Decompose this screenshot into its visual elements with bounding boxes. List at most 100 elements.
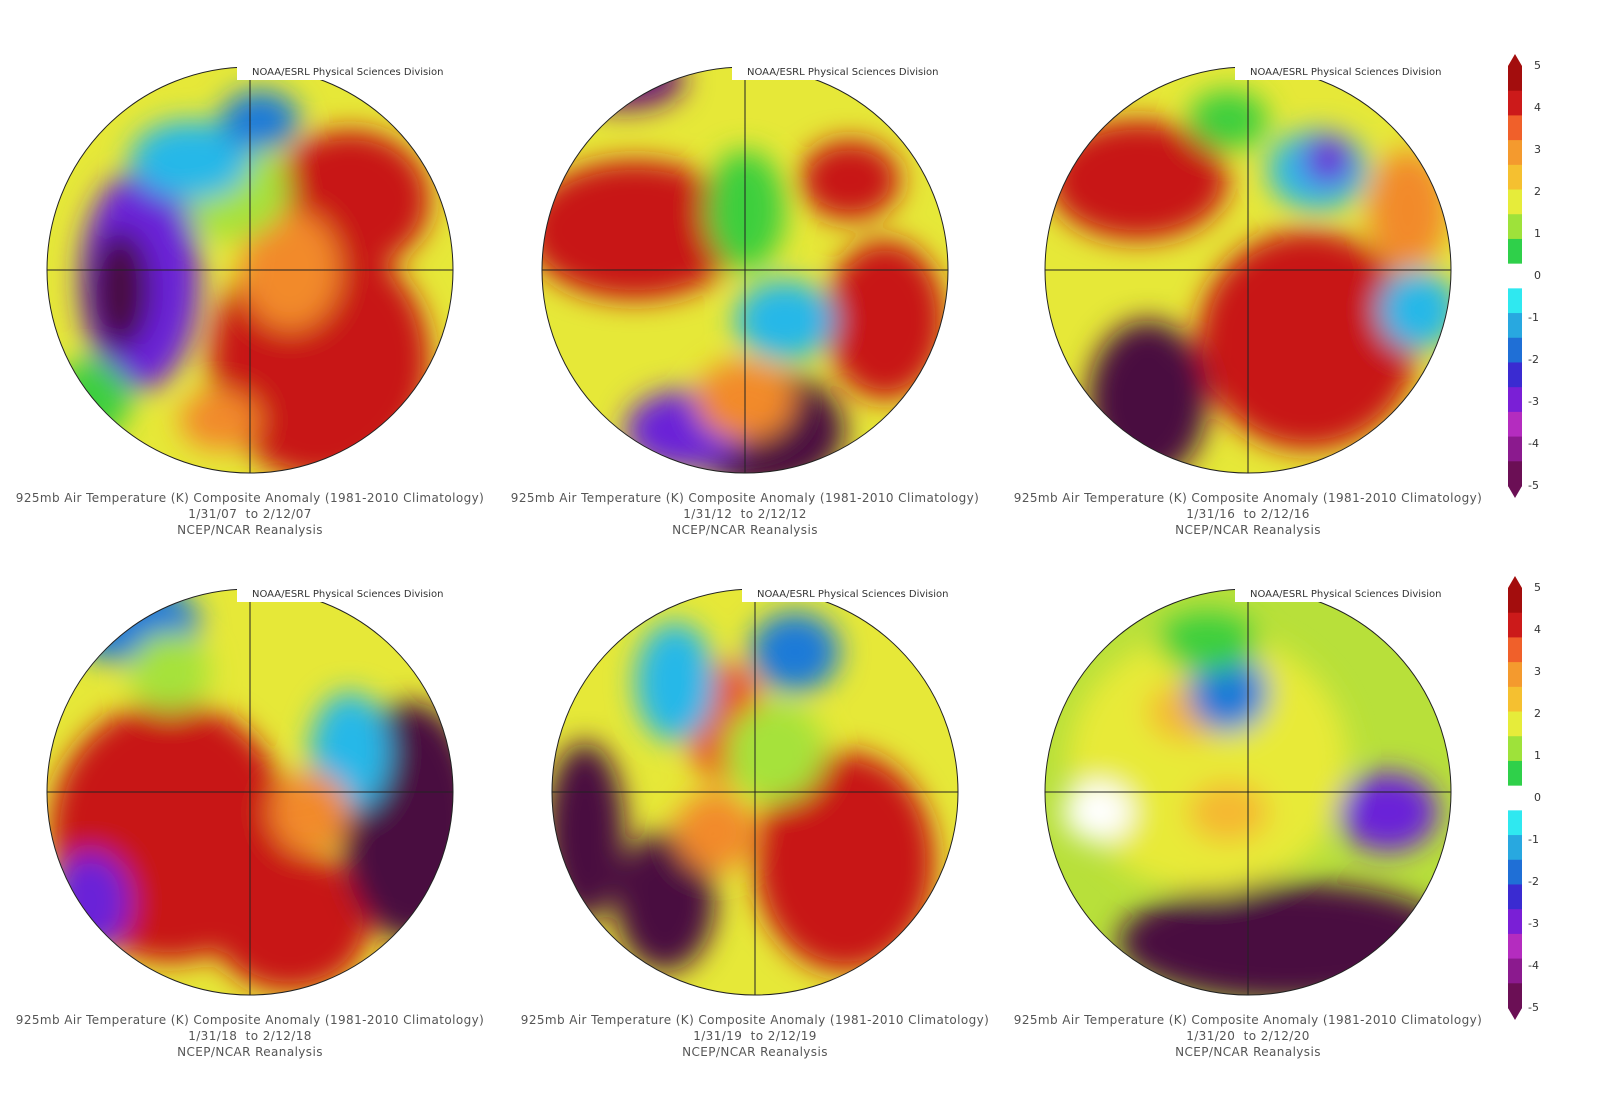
colorbar-tick-label: 2 (1534, 707, 1541, 720)
colorbar-swatch (1508, 189, 1522, 215)
colorbar-swatch (1508, 288, 1522, 314)
anomaly-region (90, 230, 150, 350)
anomaly-region (1188, 90, 1268, 150)
colorbar-swatch (1508, 711, 1522, 737)
colorbar-max-arrow (1508, 576, 1522, 588)
caption-dates: 1/31/16 to 2/12/16 (1186, 507, 1310, 521)
colorbar-swatch (1508, 736, 1522, 762)
anomaly-region (1378, 270, 1451, 350)
anomaly-region (552, 742, 625, 922)
anomaly-region (1188, 782, 1268, 842)
anomaly-region (180, 390, 260, 450)
map-panel-4: NOAA/ESRL Physical Sciences Division 925m… (0, 582, 500, 1102)
colorbar-tick-label: 2 (1534, 185, 1541, 198)
polar-anomaly-map (541, 60, 957, 474)
caption-title: 925mb Air Temperature (K) Composite Anom… (510, 491, 980, 505)
colorbar-swatch (1508, 588, 1522, 614)
colorbar-tick-label: -4 (1528, 437, 1539, 450)
colorbar-swatch (1508, 90, 1522, 116)
colorbar-bottom: 5 4 3 2 1 0 -1 -2 -3 -4 -5 (1500, 572, 1560, 1032)
colorbar-swatch (1508, 387, 1522, 413)
credit-text: NOAA/ESRL Physical Sciences Division (1250, 67, 1442, 78)
colorbar-swatch (1508, 760, 1522, 787)
colorbar-swatch (1508, 835, 1522, 861)
colorbar-tick-label: 3 (1534, 665, 1541, 678)
anomaly-region (220, 90, 300, 150)
polar-anomaly-map (46, 60, 462, 474)
credit-box (237, 582, 462, 602)
caption-source: NCEP/NCAR Reanalysis (1175, 523, 1321, 537)
map-caption: 925mb Air Temperature (K) Composite Anom… (495, 490, 995, 538)
anomaly-region (130, 632, 210, 712)
credit-text: NOAA/ESRL Physical Sciences Division (747, 67, 939, 78)
colorbar-swatch (1508, 263, 1522, 289)
anomaly-region (1048, 120, 1228, 240)
anomaly-region (270, 772, 350, 852)
caption-title: 925mb Air Temperature (K) Composite Anom… (1013, 491, 1483, 505)
anomaly-region (50, 360, 130, 440)
caption-dates: 1/31/20 to 2/12/20 (1186, 1029, 1310, 1043)
colorbar-tick-label: -3 (1528, 395, 1539, 408)
anomaly-region (735, 280, 835, 360)
colorbar-swatch (1508, 115, 1522, 141)
colorbar-tick-label: -1 (1528, 311, 1539, 324)
credit-box (742, 582, 967, 602)
map-caption: 925mb Air Temperature (K) Composite Anom… (998, 1012, 1498, 1060)
colorbar-swatch (1508, 983, 1522, 1009)
colorbar-swatch (1508, 436, 1522, 462)
map-caption: 925mb Air Temperature (K) Composite Anom… (505, 1012, 1005, 1060)
map-panel-5: NOAA/ESRL Physical Sciences Division 925m… (505, 582, 1005, 1102)
colorbar-top: 5 4 3 2 1 0 -1 -2 -3 -4 -5 (1500, 50, 1560, 510)
polar-anomaly-map (551, 582, 967, 996)
colorbar-swatch (1508, 66, 1522, 92)
colorbar-tick-label: 5 (1534, 581, 1541, 594)
credit-text: NOAA/ESRL Physical Sciences Division (252, 589, 444, 600)
colorbar-swatch (1508, 909, 1522, 935)
anomaly-region (50, 852, 130, 952)
colorbar-tick-label: -4 (1528, 959, 1539, 972)
colorbar-tick-label: -5 (1528, 479, 1539, 492)
colorbar-swatch (1508, 884, 1522, 910)
anomaly-region (750, 612, 840, 692)
colorbar-swatch (1508, 337, 1522, 363)
anomaly-region (1198, 230, 1418, 450)
caption-dates: 1/31/19 to 2/12/19 (693, 1029, 817, 1043)
caption-dates: 1/31/07 to 2/12/07 (188, 507, 312, 521)
map-panel-2: NOAA/ESRL Physical Sciences Division 925m… (495, 60, 995, 580)
colorbar-swatch (1508, 140, 1522, 166)
colorbar-swatch (1508, 362, 1522, 388)
anomaly-region (615, 832, 715, 972)
colorbar-tick-label: 4 (1534, 623, 1541, 636)
colorbar-swatch (1508, 164, 1522, 191)
map-caption: 925mb Air Temperature (K) Composite Anom… (998, 490, 1498, 538)
colorbar-swatch (1508, 313, 1522, 339)
caption-title: 925mb Air Temperature (K) Composite Anom… (15, 491, 485, 505)
anomaly-region (130, 120, 250, 200)
colorbar-swatch (1508, 461, 1522, 487)
caption-source: NCEP/NCAR Reanalysis (177, 523, 323, 537)
colorbar-tick-label: -3 (1528, 917, 1539, 930)
colorbar-min-arrow (1508, 1008, 1522, 1020)
colorbar-swatch (1508, 686, 1522, 713)
credit-box (237, 60, 462, 80)
credit-text: NOAA/ESRL Physical Sciences Division (757, 589, 949, 600)
colorbar-swatch (1508, 859, 1522, 885)
credit-box (1235, 60, 1460, 80)
anomaly-region (1368, 150, 1448, 270)
caption-title: 925mb Air Temperature (K) Composite Anom… (520, 1013, 990, 1027)
anomaly-region (565, 67, 685, 110)
colorbar-tick-label: 4 (1534, 101, 1541, 114)
anomaly-region (1088, 320, 1208, 473)
map-caption: 925mb Air Temperature (K) Composite Anom… (0, 490, 500, 538)
colorbar-max-arrow (1508, 54, 1522, 66)
caption-title: 925mb Air Temperature (K) Composite Anom… (1013, 1013, 1483, 1027)
anomaly-region (1068, 632, 1348, 892)
colorbar-tick-label: 0 (1534, 269, 1541, 282)
colorbar-swatch (1508, 637, 1522, 663)
colorbar-swatch (1508, 785, 1522, 811)
caption-source: NCEP/NCAR Reanalysis (672, 523, 818, 537)
anomaly-region (825, 240, 945, 400)
caption-title: 925mb Air Temperature (K) Composite Anom… (15, 1013, 485, 1027)
colorbar-swatch (1508, 933, 1522, 960)
anomaly-region (635, 622, 715, 742)
